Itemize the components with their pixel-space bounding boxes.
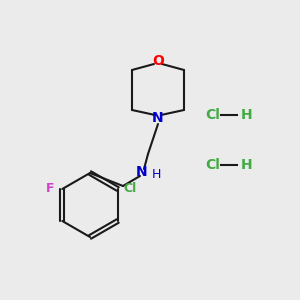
Text: H: H: [151, 167, 161, 181]
Text: F: F: [46, 182, 54, 196]
Text: Cl: Cl: [205, 158, 220, 172]
Text: O: O: [152, 54, 164, 68]
Text: N: N: [152, 111, 164, 125]
Text: Cl: Cl: [124, 182, 137, 196]
Text: Cl: Cl: [205, 108, 220, 122]
Text: N: N: [136, 165, 148, 179]
Text: H: H: [241, 158, 253, 172]
Text: H: H: [241, 108, 253, 122]
